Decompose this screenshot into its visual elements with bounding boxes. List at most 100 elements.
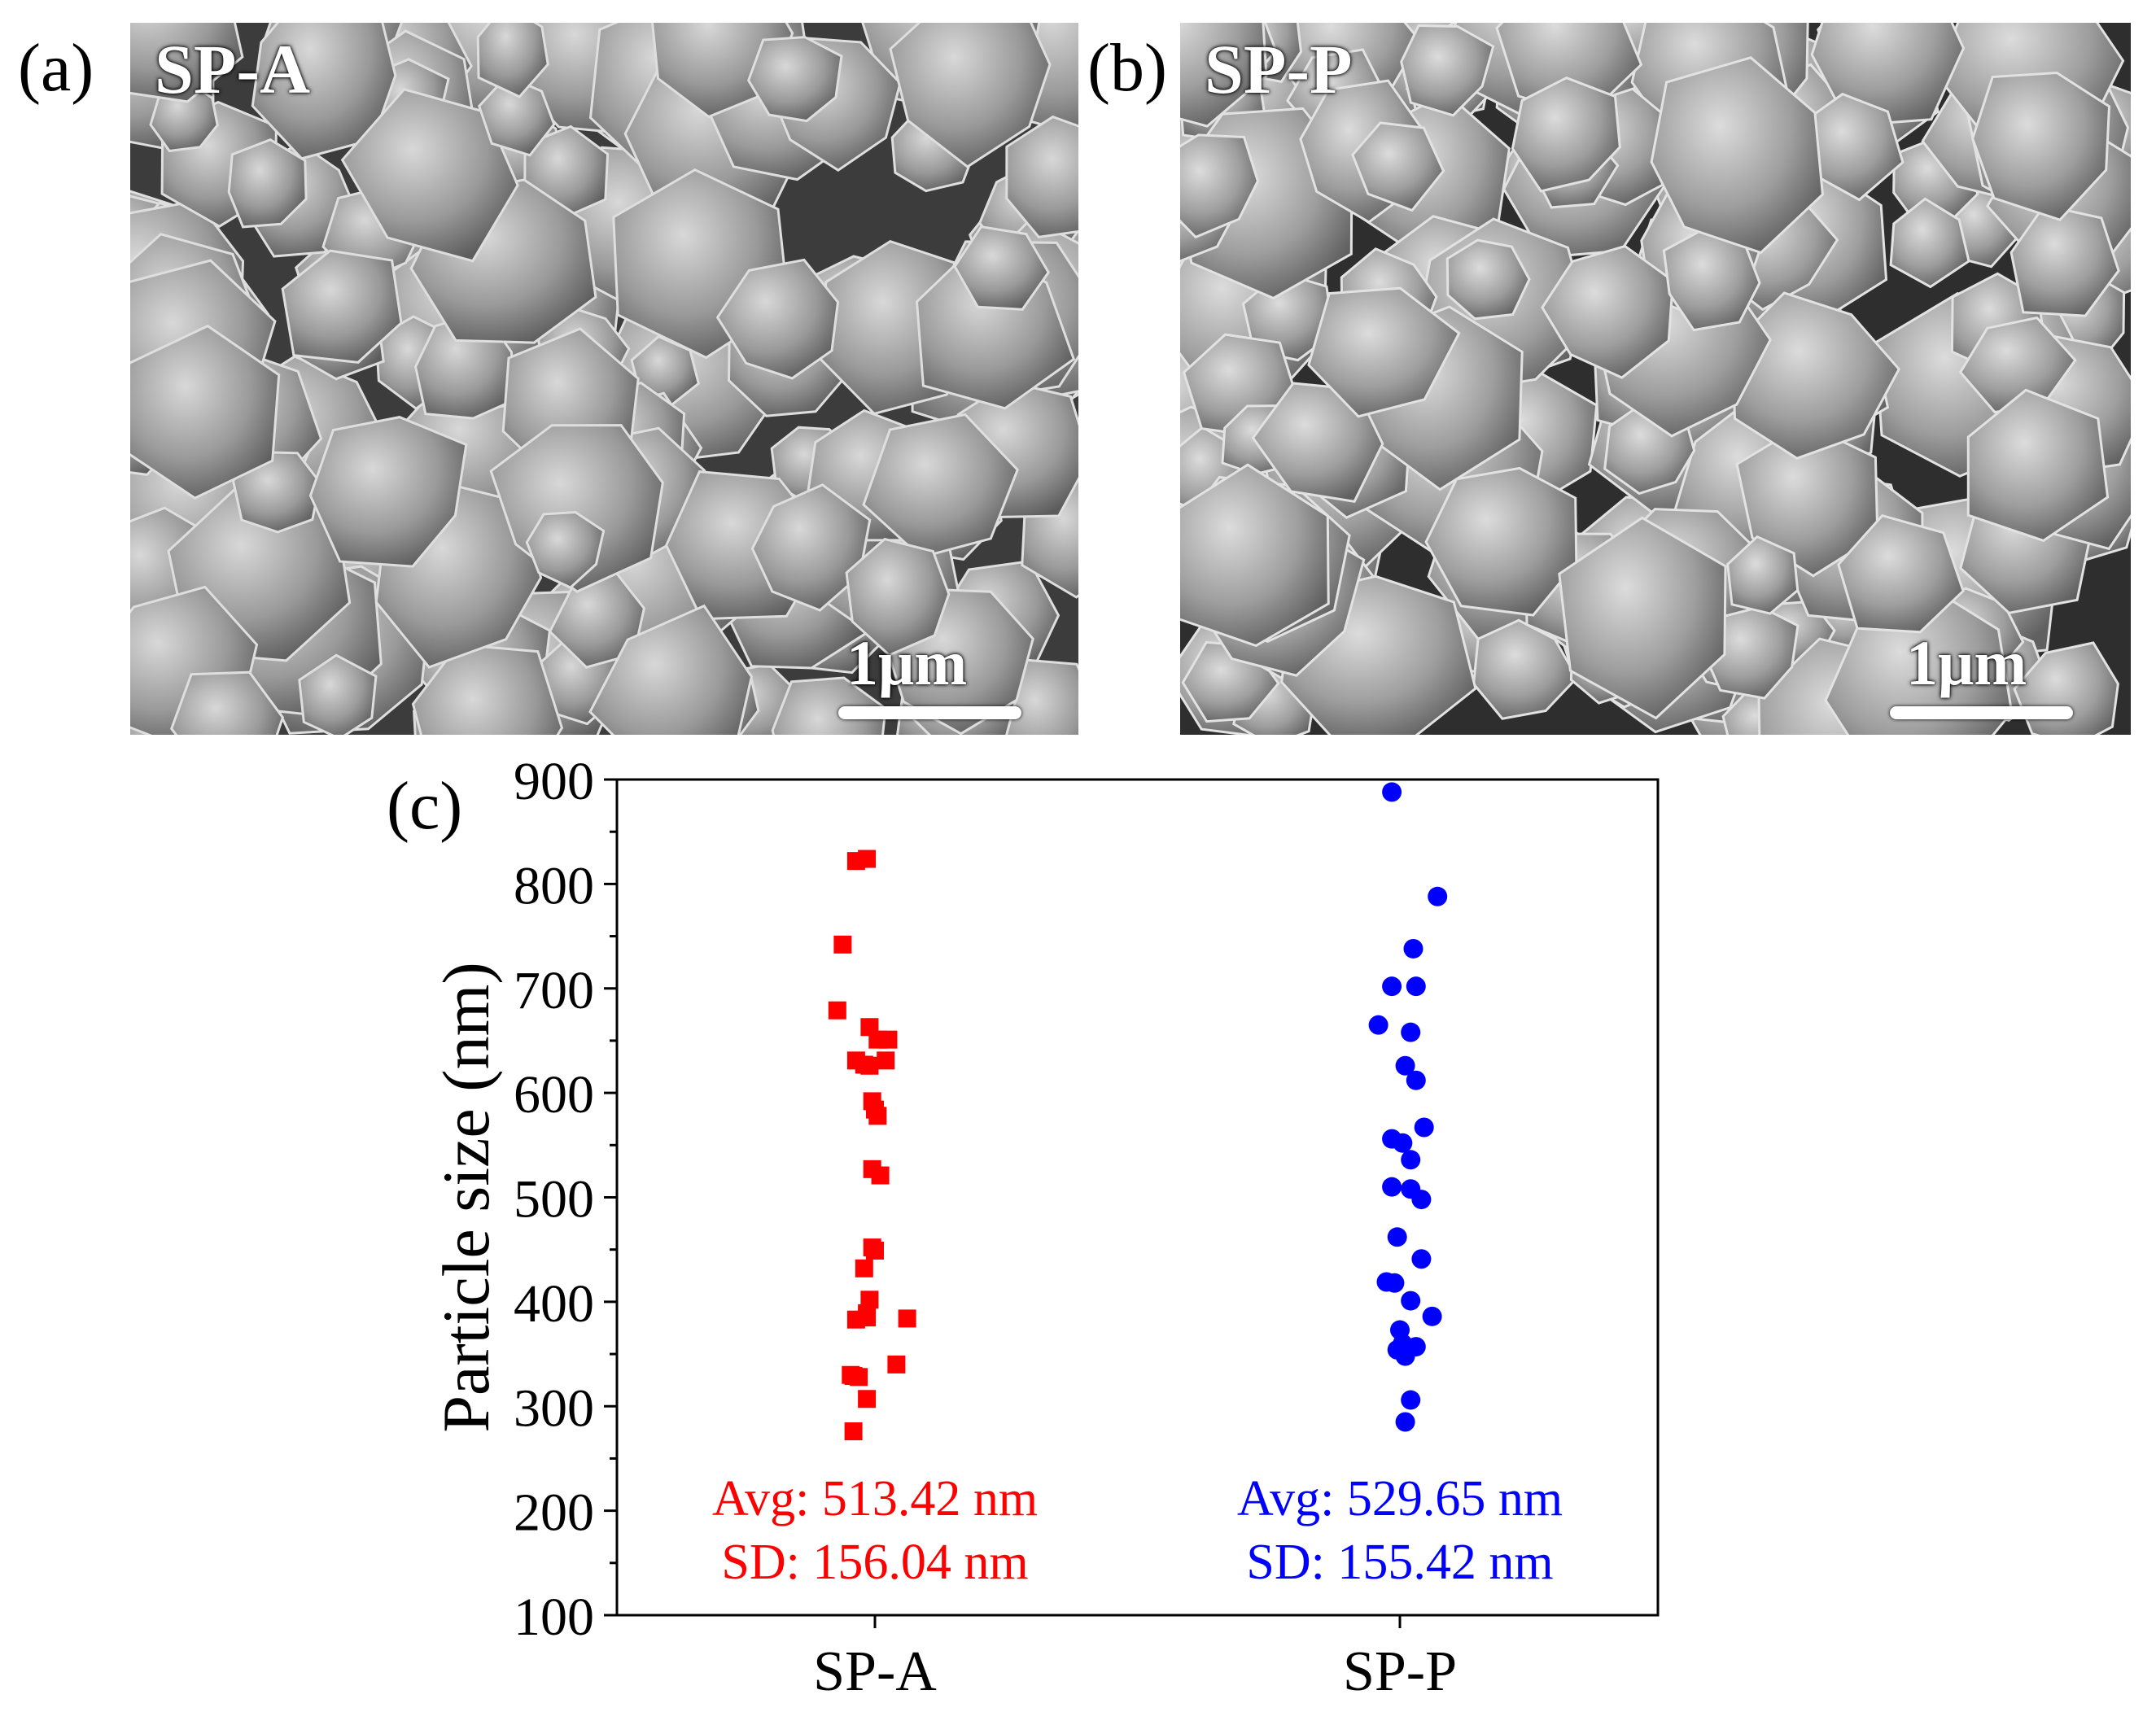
data-point-sp-a <box>879 1030 898 1049</box>
sem-grain <box>170 670 285 735</box>
data-point-sp-a <box>868 1107 887 1125</box>
data-point-sp-a <box>868 1030 887 1049</box>
scale-bar-a <box>838 706 1021 719</box>
sem-grain <box>1541 244 1675 379</box>
sem-grain <box>1701 605 1800 700</box>
data-point-sp-p <box>1382 782 1402 802</box>
data-point-sp-a <box>858 1304 877 1322</box>
y-tick-label: 200 <box>514 1483 594 1543</box>
sem-grain <box>231 451 321 534</box>
data-point-sp-a <box>863 1092 881 1111</box>
data-point-sp-p <box>1393 1133 1413 1153</box>
sem-grain <box>747 36 843 123</box>
sem-grain <box>308 416 468 568</box>
data-point-sp-a <box>844 1422 863 1441</box>
sem-grain <box>1180 23 1268 128</box>
sem-grain <box>1400 24 1495 117</box>
data-point-sp-p <box>1387 1227 1407 1247</box>
y-axis-label: Particle size (nm) <box>429 962 503 1432</box>
scale-bar-b <box>1890 706 2073 719</box>
avg-annotation: Avg: 529.65 nm <box>1237 1471 1563 1526</box>
data-point-sp-p <box>1395 1346 1415 1366</box>
data-point-sp-a <box>887 1355 906 1374</box>
sem-grain <box>1650 56 1824 255</box>
y-tick-label: 800 <box>514 856 594 915</box>
sem-grain <box>476 23 549 98</box>
data-point-sp-a <box>860 1056 879 1075</box>
data-point-sp-a <box>866 1100 884 1119</box>
sem-grain <box>1424 466 1578 617</box>
y-tick-label: 300 <box>514 1378 594 1438</box>
data-point-sp-p <box>1384 1273 1405 1293</box>
sem-grain <box>1307 286 1461 418</box>
y-tick-label: 500 <box>514 1170 594 1229</box>
sem-grain <box>130 23 244 103</box>
x-tick-label: SP-A <box>813 1640 937 1703</box>
data-point-sp-p <box>1368 1015 1388 1035</box>
data-point-sp-a <box>871 1166 890 1185</box>
sem-grain <box>1735 421 1879 578</box>
y-tick-label: 900 <box>514 752 594 811</box>
y-tick-label: 400 <box>514 1274 594 1334</box>
data-point-sp-a <box>863 1238 881 1257</box>
sem-grain <box>1837 514 1965 634</box>
sem-grain <box>1726 535 1800 615</box>
data-point-sp-a <box>855 1259 873 1277</box>
panel-a-label: (a) <box>18 30 94 106</box>
data-point-sp-a <box>858 1390 877 1408</box>
sem-grain <box>227 138 308 229</box>
y-tick-label: 700 <box>514 961 594 1020</box>
panel-c-label: (c) <box>387 768 462 844</box>
data-point-sp-a <box>842 1365 860 1384</box>
sem-grain <box>953 225 1050 311</box>
sem-grain <box>251 23 397 160</box>
data-point-sp-p <box>1414 1117 1434 1138</box>
data-point-sp-p <box>1401 1179 1421 1199</box>
data-point-sp-p <box>1382 1129 1402 1149</box>
sem-grain <box>1445 238 1531 321</box>
sem-grain <box>771 676 887 735</box>
sd-annotation: SD: 155.42 nm <box>1246 1535 1553 1590</box>
data-point-sp-p <box>1401 1150 1421 1170</box>
sem-image-sp-a: SP-A 1μm <box>130 23 1078 735</box>
sem-grain <box>525 510 606 589</box>
data-point-sp-a <box>898 1309 916 1328</box>
sem-grain <box>2009 203 2120 317</box>
data-point-sp-p <box>1401 1022 1421 1042</box>
sem-grain <box>1966 388 2110 543</box>
sem-grain <box>130 324 281 500</box>
data-point-sp-a <box>863 1160 881 1178</box>
data-point-sp-a <box>833 935 852 954</box>
sem-grain <box>1558 516 1727 720</box>
data-point-sp-p <box>1411 1249 1432 1269</box>
data-point-sp-p <box>1406 1070 1426 1090</box>
data-point-sp-p <box>1387 1339 1407 1360</box>
avg-annotation: Avg: 513.42 nm <box>712 1471 1038 1526</box>
data-point-sp-p <box>1406 1337 1426 1357</box>
data-point-sp-a <box>844 1367 863 1386</box>
sem-grain <box>588 604 754 735</box>
data-point-sp-a <box>850 1368 868 1387</box>
sem-grain <box>1180 463 1330 648</box>
data-point-sp-p <box>1403 938 1423 959</box>
sem-image-sp-p: SP-P 1μm <box>1180 23 2131 735</box>
data-point-sp-p <box>1382 976 1402 997</box>
data-point-sp-a <box>846 1310 865 1329</box>
sem-texture-b <box>1180 23 2131 735</box>
data-point-sp-a <box>866 1241 884 1260</box>
data-point-sp-p <box>1401 1291 1421 1311</box>
data-point-sp-p <box>1393 1334 1413 1354</box>
sem-grain <box>411 643 564 735</box>
sem-grain <box>1889 197 1970 289</box>
data-point-sp-p <box>1401 1390 1421 1410</box>
sem-grain <box>715 258 840 380</box>
panel-b-label: (b) <box>1087 30 1167 106</box>
data-point-sp-a <box>846 852 865 871</box>
data-point-sp-p <box>1395 1412 1415 1432</box>
data-point-sp-p <box>1376 1272 1397 1292</box>
data-point-sp-a <box>858 849 877 868</box>
sample-tag-sp-a: SP-A <box>155 30 311 108</box>
sem-texture-a <box>130 23 1078 735</box>
scale-label-b: 1μm <box>1906 627 2027 698</box>
scale-label-a: 1μm <box>846 627 968 698</box>
